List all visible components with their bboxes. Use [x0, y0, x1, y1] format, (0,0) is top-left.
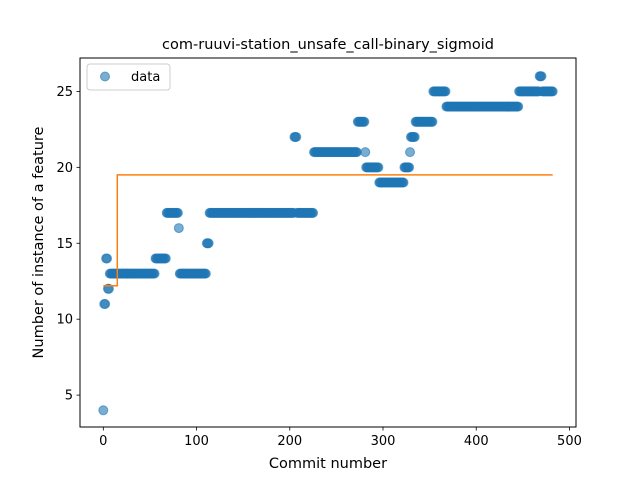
data-point [200, 268, 211, 279]
y-axis: 5 10 15 20 25 [56, 85, 80, 404]
y-tick-label: 20 [56, 161, 73, 176]
y-tick-label: 25 [56, 85, 73, 100]
x-tick-label: 400 [464, 434, 489, 449]
x-tick-label: 200 [277, 434, 302, 449]
x-tick-label: 0 [99, 434, 107, 449]
data-point [359, 116, 370, 127]
data-point [536, 71, 547, 82]
data-point [291, 131, 302, 142]
plot-area [98, 71, 558, 416]
data-point [103, 283, 114, 294]
x-tick-label: 300 [371, 434, 396, 449]
legend-marker-data [100, 71, 110, 82]
x-tick-label: 500 [557, 434, 582, 449]
x-axis: 0 100 200 300 400 500 [99, 427, 582, 449]
data-point [440, 86, 451, 97]
data-point [173, 223, 184, 234]
data-point [98, 405, 109, 416]
data-point [203, 238, 214, 249]
data-point [427, 116, 438, 127]
x-tick-label: 100 [184, 434, 209, 449]
data-point [398, 177, 409, 188]
data-point [404, 162, 415, 173]
data-point [308, 207, 319, 218]
y-tick-label: 15 [56, 237, 73, 252]
legend-label-data: data [131, 70, 160, 85]
data-point [102, 253, 113, 264]
y-tick-label: 10 [56, 313, 73, 328]
data-point [373, 162, 384, 173]
x-axis-label: Commit number [269, 456, 387, 472]
data-point [100, 299, 111, 309]
data-point [405, 147, 416, 158]
data-point [172, 207, 183, 218]
y-tick-label: 5 [65, 389, 73, 404]
data-point [513, 101, 524, 112]
data-point [360, 147, 371, 158]
fit-line [103, 174, 553, 287]
legend-box [86, 63, 171, 91]
plot-frame [79, 57, 577, 428]
chart-title: com-ruuvi-station_unsafe_call-binary_sig… [162, 37, 494, 53]
y-axis-label: Number of instance of a feature [31, 126, 47, 358]
data-point [547, 86, 558, 97]
data-point [160, 253, 171, 264]
legend: data [86, 63, 171, 91]
data-point [409, 131, 420, 142]
data-point [149, 268, 160, 279]
data-point [351, 147, 362, 158]
